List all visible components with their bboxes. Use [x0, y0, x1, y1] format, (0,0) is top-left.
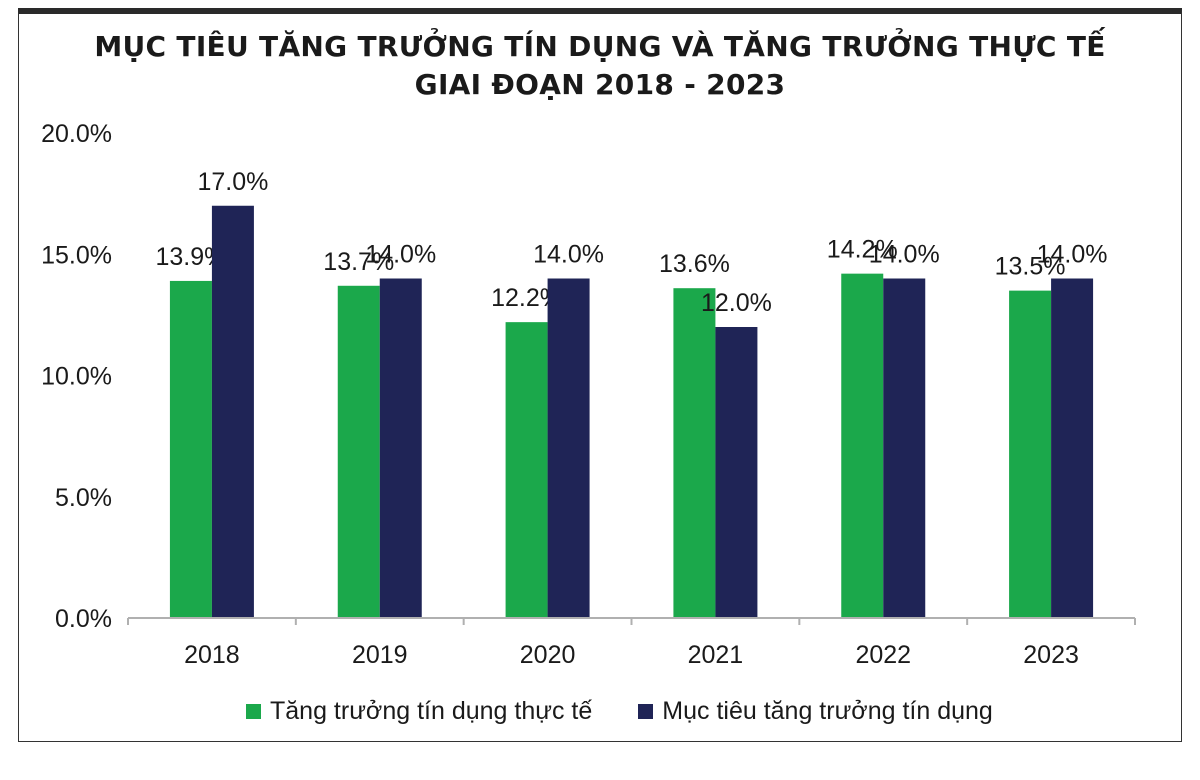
bar-actual [337, 285, 380, 618]
bar-actual [1009, 290, 1052, 618]
legend-swatch-actual [246, 703, 261, 719]
data-label-actual: 14.2% [827, 236, 898, 264]
bar-target [547, 278, 590, 618]
bars: 13.9%17.0%13.7%14.0%12.2%14.0% 13.6%12.0%… [155, 168, 1108, 618]
chart-title: MỤC TIÊU TĂNG TRƯỞNG TÍN DỤNG VÀ TĂNG TR… [0, 28, 1200, 104]
x-tick-label: 2022 [855, 641, 911, 669]
legend-swatch-target [638, 703, 654, 719]
bar-target [211, 205, 254, 618]
y-tick-label: 10.0% [41, 363, 112, 391]
legend: Tăng trưởng tín dụng thực tế Mục tiêu tă… [246, 696, 1039, 726]
legend-label-actual: Tăng trưởng tín dụng thực tế [270, 696, 593, 725]
data-label-actual: 13.5% [995, 253, 1066, 281]
x-tick-label: 2020 [520, 641, 576, 669]
chart-title-line-1: MỤC TIÊU TĂNG TRƯỞNG TÍN DỤNG VÀ TĂNG TR… [94, 30, 1106, 63]
x-axis: 2018 2019 2020 2021 2022 2023 [127, 617, 1136, 669]
y-tick-label: 15.0% [41, 241, 112, 269]
bar-actual [505, 322, 548, 618]
bar-target [1051, 278, 1094, 618]
data-label-target: 12.0% [701, 289, 772, 317]
data-label-target: 14.0% [1037, 241, 1108, 269]
data-label-target: 14.0% [869, 241, 940, 269]
y-tick-label: 0.0% [55, 605, 112, 633]
data-label-target: 14.0% [365, 241, 436, 269]
y-tick-label: 5.0% [55, 484, 112, 512]
bar-target [379, 278, 422, 618]
bar-actual [673, 288, 716, 618]
data-label-target: 17.0% [197, 168, 268, 196]
x-tick-label: 2019 [352, 641, 408, 669]
y-tick-label: 20.0% [41, 120, 112, 148]
bar-actual [841, 273, 884, 618]
bar-actual [169, 280, 212, 618]
chart-frame [18, 8, 1182, 742]
bar-chart: 0.0%5.0%10.0%15.0%20.0% 13.9%17.0%13.7%1… [41, 120, 1136, 669]
legend-label-target: Mục tiêu tăng trưởng tín dụng [662, 696, 993, 725]
bar-target [715, 327, 758, 618]
x-tick-label: 2023 [1023, 641, 1079, 669]
legend-item-actual: Tăng trưởng tín dụng thực tế [246, 697, 592, 726]
data-label-target: 14.0% [533, 241, 604, 269]
data-label-actual: 13.7% [323, 248, 394, 276]
data-label-actual: 13.6% [659, 250, 730, 278]
x-tick-label: 2021 [688, 641, 744, 669]
x-tick-label: 2018 [184, 641, 240, 669]
legend-item-target: Mục tiêu tăng trưởng tín dụng [638, 697, 993, 726]
chart-title-line-2: GIAI ĐOẠN 2018 - 2023 [414, 68, 786, 101]
bar-target [883, 278, 926, 618]
y-axis: 0.0% 5.0% 10.0% 15.0% 20.0% [41, 120, 112, 633]
